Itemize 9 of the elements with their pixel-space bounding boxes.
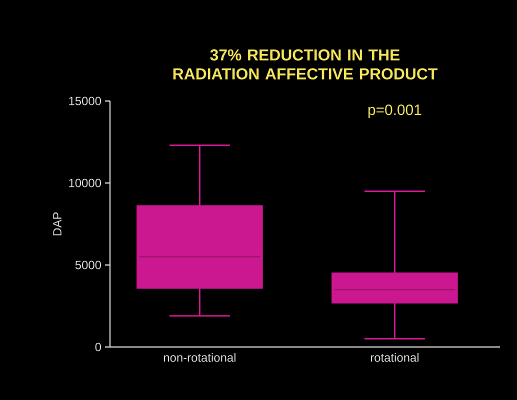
x-tick-label: rotational	[370, 353, 418, 362]
y-tick-label: 5000	[75, 260, 102, 270]
x-tick-label: non-rotational	[164, 353, 236, 362]
annotation: p=0.001	[368, 104, 422, 118]
y-axis-title: DAP	[53, 212, 62, 236]
y-tick-label: 10000	[69, 178, 102, 188]
y-tick-label: 0	[95, 342, 102, 352]
chart-title: 37% REDUCTION IN THE RADIATION AFFECTIVE PRODUCT	[173, 49, 438, 80]
y-tick-label: 15000	[69, 96, 102, 106]
